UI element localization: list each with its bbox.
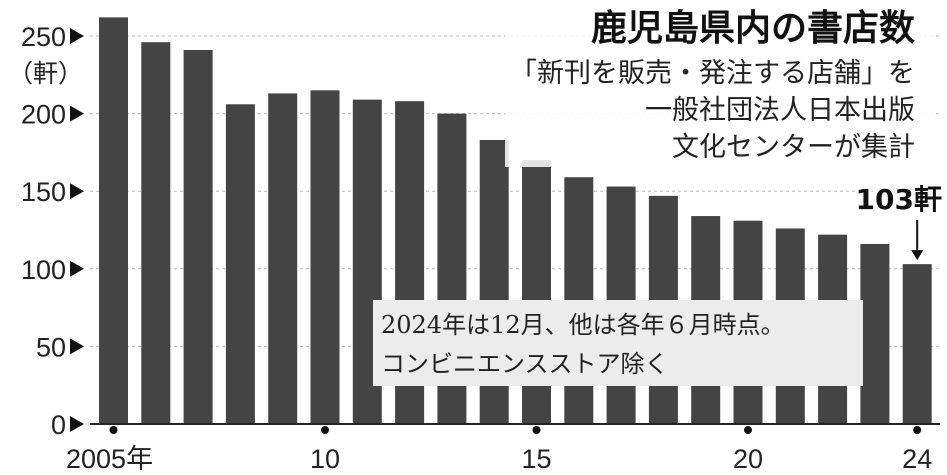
note-box	[373, 300, 863, 386]
x-tick-label: 24	[902, 444, 932, 474]
x-tick-dot	[744, 426, 752, 434]
title-backdrop	[505, 2, 935, 167]
y-tick-label: 200	[21, 100, 66, 130]
x-tick-dot	[109, 426, 118, 434]
x-tick-dot	[913, 426, 922, 434]
y-axis: 0 50 100 150 200 250	[21, 22, 84, 440]
x-tick-label: 15	[521, 444, 551, 474]
note-line-1: 2024年は12月、他は各年６月時点。	[381, 311, 785, 339]
bar-2006	[141, 42, 171, 424]
y-unit-label: （軒）	[8, 59, 83, 88]
bar-2010	[310, 90, 340, 424]
bar-2009	[268, 93, 298, 424]
bar-2023	[860, 243, 890, 424]
x-tick-label: 10	[310, 444, 340, 474]
bar-2007	[183, 49, 213, 425]
x-tick-label: 20	[733, 444, 763, 474]
x-tick-labels: 2005年 10 15 20 24	[66, 444, 932, 474]
y-tick-arrow	[70, 416, 84, 432]
y-tick-arrow	[70, 338, 84, 355]
bar-2024	[902, 264, 932, 424]
x-tick-dot	[321, 426, 329, 434]
callout-arrow-head	[911, 250, 924, 261]
chart-title: 鹿児島県内の書店数	[591, 8, 915, 49]
x-tick-marks	[109, 426, 922, 434]
bar-2008	[225, 104, 255, 425]
y-tick-label: 100	[21, 255, 66, 285]
y-tick-arrow	[70, 28, 84, 44]
x-tick-label: 2005年	[66, 444, 153, 474]
callout-label: 103軒	[856, 183, 942, 216]
x-tick-dot	[532, 426, 541, 434]
chart-subtitle-line-3: 文化センターが集計	[672, 132, 915, 163]
chart-subtitle-line-1: 「新刊を販売・発注する店舗」を	[510, 58, 915, 89]
y-tick-label: 0	[51, 410, 66, 440]
callout: 103軒	[853, 181, 945, 261]
y-tick-label: 150	[21, 177, 66, 207]
y-tick-arrow	[70, 183, 84, 200]
note-line-2: コンビニエンスストア除く	[381, 350, 669, 378]
y-tick-arrow	[70, 260, 84, 277]
chart-subtitle-line-2: 一般社団法人日本出版	[645, 95, 915, 126]
bar-2005	[99, 17, 128, 424]
y-tick-label: 50	[36, 332, 66, 362]
y-tick-arrow	[70, 105, 84, 122]
y-tick-label: 250	[21, 22, 66, 52]
